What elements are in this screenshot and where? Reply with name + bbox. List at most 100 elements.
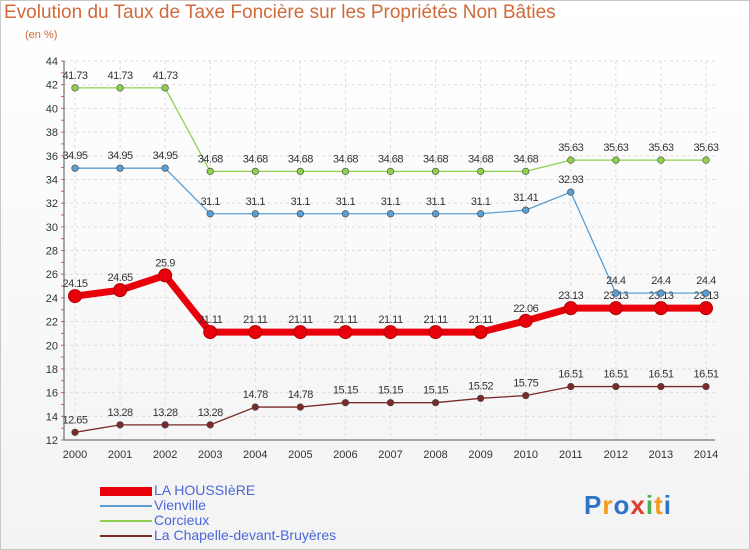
y-tick-label: 42 xyxy=(46,80,58,92)
data-point xyxy=(567,156,575,164)
data-point xyxy=(161,84,169,92)
data-point xyxy=(477,167,485,175)
data-point xyxy=(612,156,620,164)
data-label: 34.68 xyxy=(423,153,448,165)
data-point xyxy=(522,167,530,175)
data-point xyxy=(567,188,575,196)
data-point xyxy=(341,167,350,175)
legend-label: La Chapelle-devant-Bruyères xyxy=(154,527,337,543)
chart-title: Evolution du Taux de Taxe Foncière sur l… xyxy=(4,2,556,23)
data-label: 15.15 xyxy=(423,385,448,397)
data-label: 34.95 xyxy=(108,150,133,162)
data-label: 21.11 xyxy=(198,314,223,326)
data-point xyxy=(251,167,259,175)
data-point xyxy=(296,403,304,411)
legend-swatch xyxy=(100,486,152,496)
data-point xyxy=(161,164,169,172)
data-point xyxy=(657,289,665,297)
y-tick-label: 22 xyxy=(46,317,58,329)
data-point xyxy=(158,268,173,283)
data-point xyxy=(206,210,214,218)
data-label: 34.68 xyxy=(333,153,358,165)
data-point xyxy=(71,428,79,436)
y-tick-label: 20 xyxy=(46,340,58,352)
data-label: 14.78 xyxy=(288,389,313,401)
data-label: 31.1 xyxy=(336,196,356,208)
data-label: 21.11 xyxy=(288,314,313,326)
data-label: 13.28 xyxy=(153,407,178,419)
data-point xyxy=(116,84,124,92)
data-label: 15.75 xyxy=(513,378,538,390)
legend-label: Vienville xyxy=(154,497,206,513)
data-label: 15.52 xyxy=(468,380,493,392)
data-point xyxy=(431,167,440,175)
data-label: 24.4 xyxy=(651,275,671,287)
data-point xyxy=(293,325,308,340)
data-point xyxy=(612,382,620,391)
x-tick-label: 2011 xyxy=(559,449,583,461)
data-point xyxy=(203,325,218,340)
y-tick-label: 36 xyxy=(46,151,58,163)
data-label: 12.65 xyxy=(62,414,87,426)
x-tick-label: 2014 xyxy=(694,449,718,461)
data-point xyxy=(653,301,668,316)
data-label: 16.51 xyxy=(603,369,628,381)
data-point xyxy=(699,301,713,316)
data-label: 21.11 xyxy=(378,314,403,326)
x-tick-label: 2005 xyxy=(288,449,312,461)
data-label: 21.11 xyxy=(469,314,494,326)
data-point xyxy=(116,421,124,429)
data-point xyxy=(206,421,214,429)
data-point xyxy=(477,210,485,218)
logo-letter: x xyxy=(630,490,646,520)
data-point xyxy=(386,167,395,175)
data-point xyxy=(657,382,665,391)
data-point xyxy=(477,394,485,402)
data-point xyxy=(296,167,304,175)
x-tick-label: 2010 xyxy=(513,449,537,461)
logo-letter: P xyxy=(584,490,603,520)
data-label: 24.15 xyxy=(62,278,87,290)
data-label: 31.1 xyxy=(201,196,221,208)
legend-label: Corcieux xyxy=(154,512,210,528)
data-point xyxy=(383,325,398,340)
data-label: 16.51 xyxy=(558,369,583,381)
legend-swatch xyxy=(100,535,152,537)
data-point xyxy=(296,210,304,218)
data-label: 31.1 xyxy=(291,196,311,208)
x-tick-label: 2003 xyxy=(198,449,222,461)
y-tick-label: 14 xyxy=(46,411,58,423)
data-label: 13.28 xyxy=(198,407,223,419)
data-point xyxy=(702,382,710,391)
logo-letter: r xyxy=(602,490,614,520)
data-label: 24.4 xyxy=(696,275,716,287)
data-label: 31.1 xyxy=(471,196,491,208)
data-point xyxy=(386,210,395,218)
data-label: 14.78 xyxy=(243,389,268,401)
data-label: 31.1 xyxy=(381,196,401,208)
data-point xyxy=(251,403,259,411)
data-point xyxy=(251,210,259,218)
data-point xyxy=(341,399,350,407)
x-tick-label: 2008 xyxy=(423,449,447,461)
data-label: 15.15 xyxy=(378,385,403,397)
data-label: 24.4 xyxy=(606,275,626,287)
legend-swatch xyxy=(100,505,152,507)
data-label: 16.51 xyxy=(693,369,718,381)
data-point xyxy=(68,289,82,304)
data-point xyxy=(522,206,530,214)
y-tick-label: 32 xyxy=(46,198,58,210)
data-point xyxy=(338,325,353,340)
data-point xyxy=(206,167,214,175)
data-point xyxy=(473,325,488,340)
x-tick-label: 2009 xyxy=(468,449,492,461)
data-point xyxy=(567,382,575,391)
data-point xyxy=(71,164,79,172)
y-tick-label: 30 xyxy=(46,222,58,234)
data-point xyxy=(248,325,263,340)
data-label: 34.95 xyxy=(153,150,178,162)
data-label: 22.06 xyxy=(513,303,538,315)
data-point xyxy=(612,289,620,297)
y-tick-label: 12 xyxy=(46,435,58,447)
